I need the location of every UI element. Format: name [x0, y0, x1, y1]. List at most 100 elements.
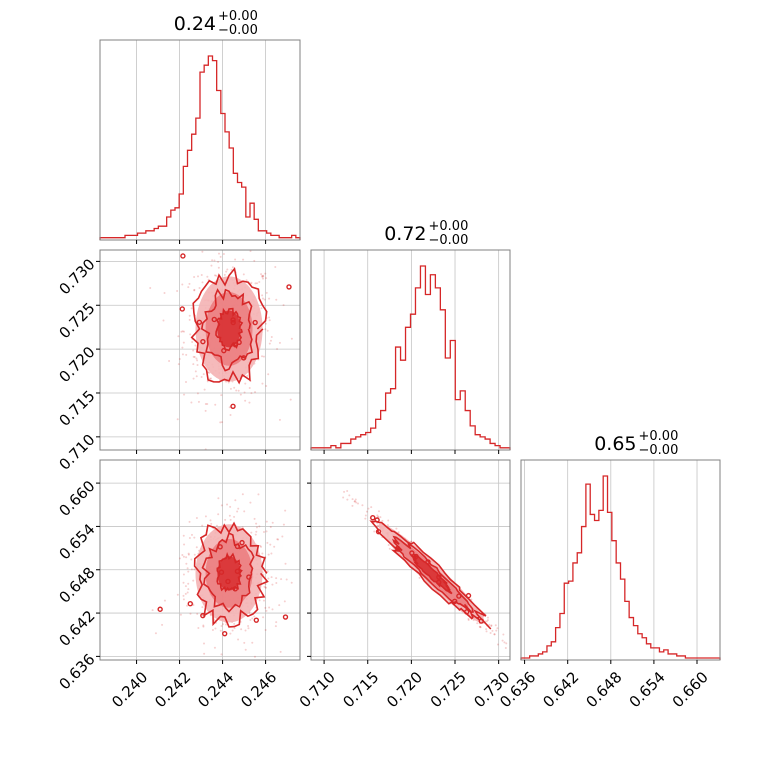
sample-point	[249, 619, 252, 622]
sample-point	[250, 281, 253, 284]
x-tick-label: 0.244	[194, 668, 237, 711]
sample-point	[193, 568, 196, 571]
contour-line-2	[216, 552, 243, 593]
contour-island	[200, 338, 206, 345]
sample-point	[279, 650, 282, 653]
sample-point	[283, 600, 286, 603]
sample-point	[467, 617, 470, 620]
sample-point	[386, 524, 389, 527]
sample-point	[268, 606, 271, 609]
sample-point	[233, 622, 236, 625]
sample-point	[488, 623, 491, 626]
sample-point	[519, 653, 521, 655]
sample-point	[256, 282, 259, 285]
contour-island	[394, 545, 401, 552]
sample-point	[214, 627, 217, 630]
panel-frame	[99, 249, 301, 451]
sample-point	[182, 534, 185, 537]
sample-point	[193, 275, 196, 278]
sample-point	[219, 629, 222, 632]
sample-point	[162, 319, 165, 322]
sample-point	[265, 277, 268, 280]
sample-point	[181, 330, 184, 333]
sample-point	[264, 629, 267, 632]
sample-point	[211, 259, 214, 262]
sample-point	[197, 400, 200, 403]
sample-point	[190, 307, 193, 310]
contour-island	[370, 515, 376, 521]
x-tick-label: 0.725	[427, 668, 470, 711]
param-median: 0.24	[174, 13, 216, 35]
sample-point	[187, 570, 190, 573]
contour-island	[375, 528, 382, 535]
panel-frame	[99, 459, 301, 661]
param-title-1: 0.72 +0.00−0.00	[384, 219, 468, 248]
sample-point	[282, 523, 285, 526]
sample-point	[187, 588, 190, 591]
sample-point	[253, 655, 256, 658]
sample-point	[244, 382, 247, 385]
sample-point	[258, 280, 261, 283]
sample-point	[367, 507, 370, 510]
sample-point	[377, 510, 380, 513]
contour-line-2	[215, 307, 244, 352]
sample-point	[261, 275, 264, 278]
sample-point	[381, 519, 384, 522]
contour-island	[456, 593, 462, 599]
sample-point	[387, 519, 390, 522]
sample-point	[223, 273, 226, 276]
contour-island	[478, 618, 484, 624]
sample-point	[182, 330, 185, 333]
panel-frame	[520, 459, 721, 661]
sample-point	[351, 498, 354, 501]
contour-island	[241, 355, 247, 361]
sample-point	[377, 515, 380, 518]
panel-0-0	[99, 39, 301, 244]
sample-point	[193, 536, 196, 539]
sample-point	[290, 581, 293, 584]
sample-point	[265, 291, 268, 294]
sample-point	[237, 638, 240, 641]
sample-point	[290, 337, 293, 340]
sample-point	[276, 348, 279, 351]
sample-point	[253, 259, 256, 262]
sample-point	[268, 316, 271, 319]
sample-point	[261, 297, 264, 300]
sample-point	[282, 304, 285, 307]
sample-point	[269, 526, 272, 529]
sample-point	[244, 629, 247, 632]
y-tick-label: 0.636	[55, 650, 98, 693]
sample-point	[353, 500, 356, 503]
sample-point	[266, 541, 269, 544]
contour-line-1	[200, 288, 254, 372]
sample-point	[479, 626, 482, 629]
sample-point	[261, 277, 264, 280]
x-tick-label: 0.242	[151, 668, 194, 711]
sample-point	[247, 625, 250, 628]
sample-point	[268, 342, 271, 345]
sample-point	[203, 652, 206, 655]
sample-point	[275, 298, 278, 301]
param-title-2: 0.65 +0.00−0.00	[594, 429, 678, 458]
sample-point	[222, 253, 225, 256]
sample-point	[220, 394, 223, 397]
sample-point	[229, 387, 232, 390]
sample-point	[353, 500, 356, 503]
sample-point	[240, 628, 243, 631]
sample-point	[418, 576, 421, 579]
sample-point	[188, 282, 191, 285]
contour-island	[464, 609, 470, 615]
sample-point	[512, 642, 514, 644]
sample-point	[267, 373, 270, 376]
param-title-0: 0.24 +0.00−0.00	[174, 9, 258, 38]
sample-point	[243, 641, 246, 644]
sample-point	[490, 624, 493, 627]
sample-point	[201, 524, 204, 527]
histogram-step-2	[520, 475, 721, 660]
sample-point	[186, 567, 189, 570]
y-tick-label: 0.720	[55, 343, 98, 386]
contour-island	[196, 319, 203, 325]
param-lower-error: −0.00	[639, 443, 679, 458]
panel-frame	[310, 249, 511, 451]
